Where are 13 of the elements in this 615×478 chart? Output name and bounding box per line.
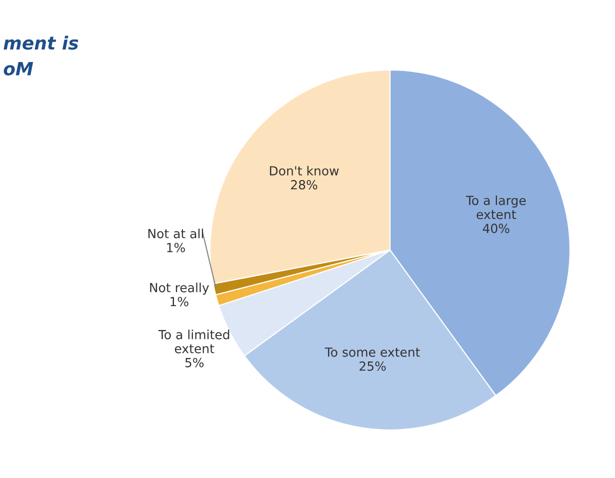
data-label: 25% (360, 361, 386, 371)
slice-label: To some extent (324, 348, 420, 357)
slice-label: To a large extent (466, 195, 526, 220)
data-label: 1% (170, 296, 188, 306)
data-label: 28% (291, 180, 318, 190)
slice-label: To a limited extent (158, 330, 230, 354)
data-label: 5% (185, 358, 204, 368)
chart-title: ment is oM (4, 36, 78, 76)
slice-label: Not at all (148, 228, 204, 238)
slice-label: Don't know (270, 166, 339, 176)
data-label: 40% (482, 224, 510, 234)
slice-label: Not really (150, 282, 209, 295)
data-label: 1% (167, 242, 185, 252)
